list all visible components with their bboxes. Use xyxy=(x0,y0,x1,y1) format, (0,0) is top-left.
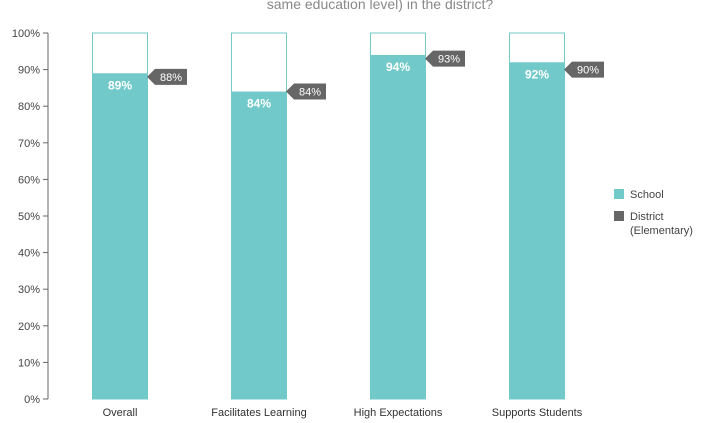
y-tick-label: 50% xyxy=(18,211,40,223)
legend: School District (Elementary) xyxy=(614,189,693,237)
y-tick-label: 90% xyxy=(18,65,40,77)
bar-school xyxy=(231,91,287,399)
district-marker xyxy=(147,68,187,85)
y-tick-label: 30% xyxy=(18,284,40,296)
bar-school xyxy=(370,54,426,400)
district-marker xyxy=(286,83,326,100)
legend-label-school: School xyxy=(630,189,664,201)
district-marker xyxy=(564,61,604,78)
data-label-district: 84% xyxy=(299,87,321,99)
y-tick-label: 40% xyxy=(18,248,40,260)
legend-label-district: District xyxy=(630,211,664,223)
x-tick-label: Facilitates Learning xyxy=(211,407,306,419)
data-label-district: 93% xyxy=(438,54,460,66)
legend-swatch-school xyxy=(614,189,624,199)
plot-area: 89% 88% 84% 84% 94% 93% 92% 90% xyxy=(92,32,604,400)
y-tick-label: 100% xyxy=(12,28,40,40)
y-tick-label: 20% xyxy=(18,321,40,333)
data-label-school: 94% xyxy=(386,60,410,74)
data-label-school: 92% xyxy=(525,67,549,81)
district-marker xyxy=(425,50,465,67)
y-tick-label: 60% xyxy=(18,174,40,186)
legend-label-district-sub: (Elementary) xyxy=(630,225,693,237)
y-axis: 0% 10% 20% 30% 40% 50% 60% 70% 80% 90% 100% xyxy=(12,28,48,406)
bar-school xyxy=(509,62,565,399)
bar-school xyxy=(92,73,148,399)
data-label-school: 89% xyxy=(108,78,132,92)
data-label-district: 88% xyxy=(160,72,182,84)
y-tick-label: 70% xyxy=(18,138,40,150)
x-tick-label: Overall xyxy=(103,407,138,419)
data-label-school: 84% xyxy=(247,97,271,111)
x-tick-label: Supports Students xyxy=(492,407,583,419)
y-tick-label: 10% xyxy=(18,357,40,369)
y-tick-label: 0% xyxy=(24,394,40,406)
legend-swatch-district xyxy=(614,211,624,221)
y-tick-label: 80% xyxy=(18,101,40,113)
x-axis: Overall Facilitates Learning High Expectat… xyxy=(103,407,583,419)
chart-title: same education level) in the district? xyxy=(267,0,494,12)
data-label-district: 90% xyxy=(577,65,599,77)
x-tick-label: High Expectations xyxy=(354,407,443,419)
